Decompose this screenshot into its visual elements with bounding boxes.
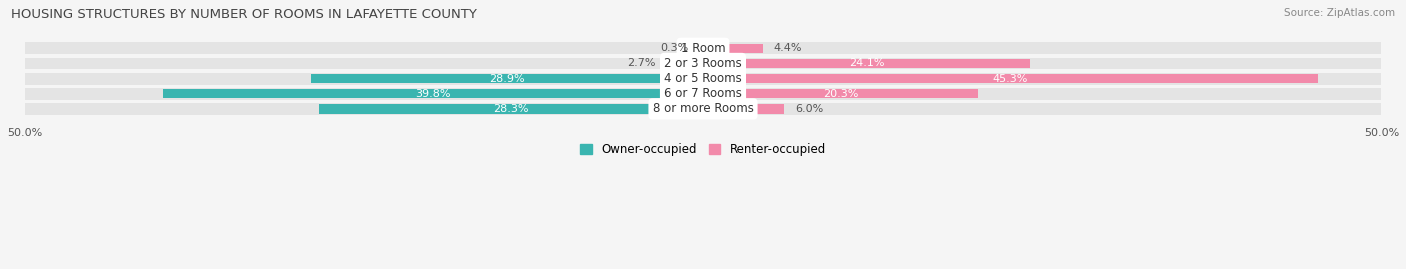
Text: 24.1%: 24.1% (849, 58, 884, 69)
Text: 45.3%: 45.3% (993, 74, 1028, 84)
Text: 4 or 5 Rooms: 4 or 5 Rooms (664, 72, 742, 85)
Bar (24, 103, 1382, 115)
Text: 39.8%: 39.8% (415, 89, 451, 99)
Bar (703, 89, 979, 98)
Text: 6.0%: 6.0% (796, 104, 824, 114)
Bar (666, 59, 703, 68)
Text: 28.3%: 28.3% (494, 104, 529, 114)
Bar (24, 73, 1382, 84)
Bar (311, 74, 703, 83)
Bar (703, 104, 785, 114)
Text: 1 Room: 1 Room (681, 42, 725, 55)
Bar (703, 44, 762, 53)
Text: HOUSING STRUCTURES BY NUMBER OF ROOMS IN LAFAYETTE COUNTY: HOUSING STRUCTURES BY NUMBER OF ROOMS IN… (11, 8, 477, 21)
Text: 2.7%: 2.7% (627, 58, 655, 69)
Text: Source: ZipAtlas.com: Source: ZipAtlas.com (1284, 8, 1395, 18)
Text: 8 or more Rooms: 8 or more Rooms (652, 102, 754, 115)
Text: 6 or 7 Rooms: 6 or 7 Rooms (664, 87, 742, 100)
Bar (24, 43, 1382, 54)
Text: 0.3%: 0.3% (659, 43, 688, 53)
Text: 28.9%: 28.9% (489, 74, 524, 84)
Bar (703, 74, 1317, 83)
Bar (319, 104, 703, 114)
Bar (699, 44, 703, 53)
Text: 4.4%: 4.4% (773, 43, 801, 53)
Bar (703, 59, 1031, 68)
Bar (24, 88, 1382, 100)
Text: 2 or 3 Rooms: 2 or 3 Rooms (664, 57, 742, 70)
Bar (24, 58, 1382, 69)
Text: 20.3%: 20.3% (823, 89, 859, 99)
Bar (163, 89, 703, 98)
Legend: Owner-occupied, Renter-occupied: Owner-occupied, Renter-occupied (575, 139, 831, 161)
